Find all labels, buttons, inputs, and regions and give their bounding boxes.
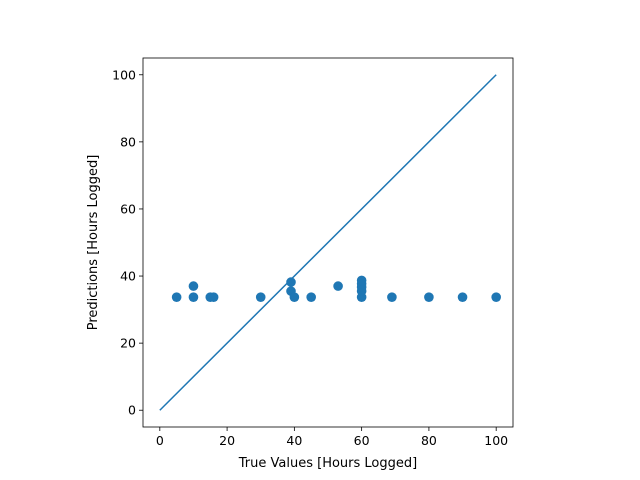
scatter-point	[333, 281, 343, 291]
y-tick-label: 40	[120, 269, 136, 284]
y-tick-label: 20	[120, 336, 136, 351]
scatter-point	[491, 292, 501, 302]
scatter-points-layer	[171, 275, 501, 302]
scatter-point	[208, 292, 219, 302]
identity-line-layer	[159, 74, 497, 411]
scatter-point	[171, 292, 182, 302]
scatter-point	[387, 292, 397, 302]
x-axis-label: True Values [Hours Logged]	[238, 456, 417, 471]
scatter-point	[306, 292, 316, 302]
scatter-point	[255, 292, 266, 302]
y-axis-ticks: 0 20 40 60 80 100	[112, 67, 143, 418]
identity-line	[159, 74, 497, 411]
scatter-point	[424, 292, 434, 302]
scatter-point	[289, 292, 300, 302]
x-tick-label: 20	[219, 433, 235, 448]
scatter-point	[356, 275, 367, 286]
x-tick-label: 100	[484, 433, 508, 448]
scatter-point	[286, 277, 296, 287]
scatter-point	[188, 292, 199, 302]
scatter-point	[457, 292, 468, 302]
x-axis-ticks: 0 20 40 60 80 100	[156, 427, 508, 448]
x-tick-label: 40	[286, 433, 302, 448]
y-tick-label: 0	[128, 403, 136, 418]
y-tick-label: 80	[120, 134, 136, 149]
axes-frame	[142, 57, 514, 428]
plot-area	[142, 57, 514, 428]
y-axis-label: Predictions [Hours Logged]	[86, 155, 101, 331]
x-tick-label: 0	[156, 433, 164, 448]
scatter-point	[188, 281, 199, 291]
y-tick-label: 100	[112, 67, 136, 82]
x-tick-label: 80	[421, 433, 437, 448]
y-tick-label: 60	[120, 201, 136, 216]
x-tick-label: 60	[354, 433, 370, 448]
